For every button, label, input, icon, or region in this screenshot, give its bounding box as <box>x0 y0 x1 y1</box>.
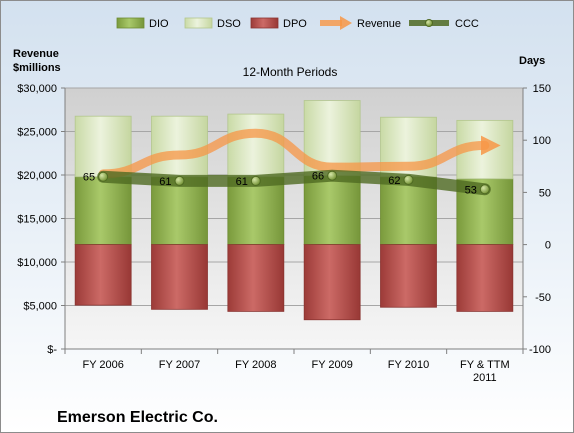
x-tick-label-5-line-0: FY & TTM <box>460 359 510 371</box>
ccc-data-label-1: 61 <box>159 176 171 188</box>
legend-label-dio: DIO <box>149 18 169 30</box>
lines-layer: 65 61 61 66 62 53 <box>83 128 501 196</box>
x-tick-label-0: FY 2006 <box>82 359 123 371</box>
right-axis-label: Days <box>519 55 545 67</box>
bar-dio-3 <box>303 175 361 245</box>
ccc-marker-2 <box>250 175 261 186</box>
legend-label-ccc: CCC <box>455 18 479 30</box>
x-tick-label-3: FY 2009 <box>311 359 352 371</box>
x-tick-label-2-line-0: FY 2008 <box>235 359 276 371</box>
ccc-data-label-2: 61 <box>236 176 248 188</box>
legend-label-dso: DSO <box>217 18 241 30</box>
bar-dso-0 <box>74 115 132 178</box>
ccc-line <box>97 169 491 196</box>
left-tick-label-5: $25,000 <box>17 127 57 139</box>
ccc-data-label-5: 53 <box>465 184 477 196</box>
ccc-marker-3 <box>327 170 338 181</box>
axes-layer: $- $5,000 $10,000 $15,000 $20,000 $25,000 $30,… <box>17 83 551 384</box>
ccc-marker-0 <box>98 171 109 182</box>
x-tick-label-5-line-1: 2011 <box>473 372 497 384</box>
legend-label-revenue: Revenue <box>357 18 401 30</box>
left-tick-label-3: $15,000 <box>17 214 57 226</box>
ccc-marker-5 <box>479 184 490 195</box>
right-tick-label-4: 100 <box>533 135 551 147</box>
bar-dpo-4 <box>380 244 437 308</box>
bars-layer <box>74 100 514 321</box>
bar-dpo-1 <box>151 244 208 310</box>
left-tick-label-2: $10,000 <box>17 257 57 269</box>
left-tick-label-4: $20,000 <box>17 170 57 182</box>
legend-swatch-dpo <box>250 17 279 29</box>
bar-dio-1 <box>151 176 208 246</box>
ccc-marker-1 <box>174 175 185 186</box>
left-axis-label-line1: Revenue <box>13 48 59 60</box>
bar-dio-0 <box>74 176 132 246</box>
bar-dpo-0 <box>74 244 132 306</box>
left-tick-label-0: $- <box>47 344 57 356</box>
bar-dpo-5 <box>456 244 514 312</box>
bar-dpo-2 <box>227 244 285 312</box>
legend-swatch-dso <box>184 17 213 29</box>
legend-swatch-dio <box>116 17 145 29</box>
bar-dpo-3 <box>303 244 361 321</box>
left-tick-label-6: $30,000 <box>17 83 57 95</box>
bar-dio-2 <box>227 176 285 246</box>
chart-title: 12-Month Periods <box>243 65 338 79</box>
x-tick-label-5: FY & TTM 2011 <box>460 359 510 384</box>
right-tick-label-0: -100 <box>529 344 551 356</box>
left-axis-label: Revenue $millions <box>13 48 62 74</box>
right-tick-label-2: 0 <box>545 240 551 252</box>
legend-label-dpo: DPO <box>283 18 307 30</box>
revenue-line <box>98 128 501 179</box>
legend-marker-ccc <box>425 19 433 27</box>
x-tick-label-1: FY 2007 <box>159 359 200 371</box>
right-tick-label-1: -50 <box>535 292 551 304</box>
legend: DIO DSO DPO Revenue CCC <box>116 16 479 30</box>
bar-dso-2 <box>227 113 285 178</box>
right-tick-label-5: 150 <box>533 83 551 95</box>
legend-arrowhead-revenue <box>340 16 352 30</box>
x-tick-label-2: FY 2008 <box>235 359 276 371</box>
company-name: Emerson Electric Co. <box>57 409 218 426</box>
x-tick-label-3-line-0: FY 2009 <box>311 359 352 371</box>
right-tick-label-3: 50 <box>539 187 551 199</box>
x-tick-label-4: FY 2010 <box>388 359 429 371</box>
ccc-data-label-0: 65 <box>83 172 95 184</box>
ccc-data-label-3: 66 <box>312 171 324 183</box>
ccc-data-label-4: 62 <box>388 175 400 187</box>
left-tick-label-1: $5,000 <box>23 301 57 313</box>
x-tick-label-1-line-0: FY 2007 <box>159 359 200 371</box>
bar-dso-1 <box>151 115 208 178</box>
left-axis-label-line2: $millions <box>13 62 61 74</box>
ccc-marker-4 <box>403 174 414 185</box>
x-tick-label-4-line-0: FY 2010 <box>388 359 429 371</box>
x-tick-label-0-line-0: FY 2006 <box>82 359 123 371</box>
